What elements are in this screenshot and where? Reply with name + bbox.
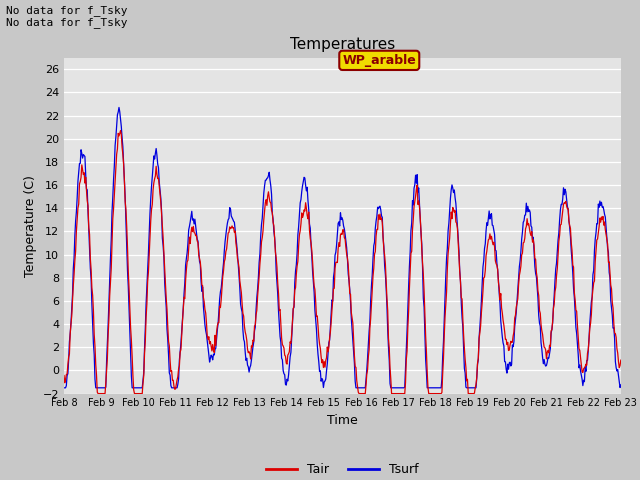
Text: No data for f_Tsky
No data for f_Tsky: No data for f_Tsky No data for f_Tsky <box>6 5 128 28</box>
Title: Temperatures: Temperatures <box>290 37 395 52</box>
X-axis label: Time: Time <box>327 414 358 427</box>
Y-axis label: Temperature (C): Temperature (C) <box>24 175 37 276</box>
Legend: Tair, Tsurf: Tair, Tsurf <box>261 458 424 480</box>
Text: WP_arable: WP_arable <box>342 54 416 67</box>
